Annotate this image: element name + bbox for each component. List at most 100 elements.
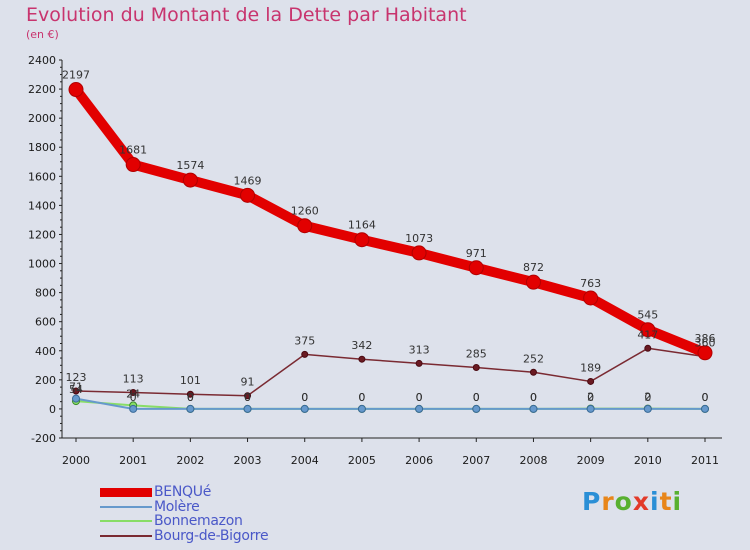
data-label-molere: 0 xyxy=(416,391,423,404)
data-point-bourg-de-bigorre xyxy=(358,355,366,363)
series-line-bonnemazon xyxy=(75,400,706,410)
data-point-benque xyxy=(297,218,313,234)
data-label-molere: 0 xyxy=(530,391,537,404)
y-tick-label: 2200 xyxy=(28,83,56,96)
y-tick-label: 1800 xyxy=(28,141,56,154)
legend-swatch-bourg-de-bigorre xyxy=(100,534,152,537)
data-label-bonnemazon: 0 xyxy=(187,391,194,404)
logo-letter: P xyxy=(582,487,602,516)
data-label-molere: 71 xyxy=(69,381,83,394)
legend-swatch-benque xyxy=(100,488,152,497)
logo-letter: i xyxy=(672,487,683,516)
legend-label-bonnemazon: Bonnemazon xyxy=(154,513,243,529)
data-label-bonnemazon: 2 xyxy=(587,391,594,404)
y-tick-label: 600 xyxy=(35,316,56,329)
data-point-molere xyxy=(243,404,252,413)
y-tick-label: 1400 xyxy=(28,199,56,212)
data-point-bourg-de-bigorre xyxy=(244,392,252,400)
logo-letter: r xyxy=(601,487,615,516)
data-point-bourg-de-bigorre xyxy=(529,368,537,376)
data-point-bourg-de-bigorre xyxy=(587,377,595,385)
data-label-benque: 1574 xyxy=(176,159,204,172)
data-point-bourg-de-bigorre xyxy=(72,387,80,395)
data-label-bourg-de-bigorre: 360 xyxy=(695,337,716,350)
series-line-bourg-de-bigorre xyxy=(75,347,706,397)
logo-letter: i xyxy=(650,487,660,516)
data-point-bourg-de-bigorre xyxy=(644,344,652,352)
y-tick-label: 1200 xyxy=(28,228,56,241)
data-label-bourg-de-bigorre: 123 xyxy=(66,371,87,384)
data-label-molere: 0 xyxy=(187,391,194,404)
x-tick-label: 2001 xyxy=(119,454,147,467)
data-point-molere xyxy=(300,404,309,413)
data-label-bonnemazon: 0 xyxy=(702,391,709,404)
data-point-bourg-de-bigorre xyxy=(415,359,423,367)
data-label-benque: 1260 xyxy=(291,205,319,218)
data-point-molere xyxy=(72,394,80,403)
logo-letter: o xyxy=(614,487,633,516)
data-point-benque xyxy=(640,322,656,338)
data-label-bonnemazon: 0 xyxy=(358,391,365,404)
data-label-bourg-de-bigorre: 91 xyxy=(241,376,255,389)
chart-subtitle: (en €) xyxy=(26,28,59,41)
legend-label-benque: BENQUé xyxy=(154,484,212,500)
x-tick-label: 2009 xyxy=(577,454,605,467)
data-label-benque: 2197 xyxy=(62,69,90,82)
data-point-molere xyxy=(129,404,138,413)
data-label-bourg-de-bigorre: 101 xyxy=(180,374,201,387)
legend-swatch-bonnemazon xyxy=(100,520,152,522)
y-tick-label: 1600 xyxy=(28,170,56,183)
data-point-bourg-de-bigorre xyxy=(129,388,137,396)
x-tick-label: 2006 xyxy=(405,454,433,467)
data-point-molere xyxy=(643,404,652,413)
data-label-molere: 0 xyxy=(587,391,594,404)
data-point-molere xyxy=(357,404,366,413)
data-point-molere xyxy=(472,404,481,413)
y-tick-label: 2400 xyxy=(28,54,56,67)
y-tick-label: 800 xyxy=(35,287,56,300)
data-label-bonnemazon: 0 xyxy=(301,391,308,404)
data-label-bonnemazon: 0 xyxy=(530,391,537,404)
x-tick-label: 2000 xyxy=(62,454,90,467)
data-label-bourg-de-bigorre: 417 xyxy=(637,328,658,341)
data-point-molere xyxy=(701,404,709,413)
legend-label-bourg-de-bigorre: Bourg-de-Bigorre xyxy=(154,527,269,544)
x-tick-label: 2007 xyxy=(462,454,490,467)
data-label-molere: 0 xyxy=(702,391,709,404)
data-label-molere: 0 xyxy=(473,391,480,404)
data-label-bourg-de-bigorre: 113 xyxy=(123,372,144,385)
data-point-molere xyxy=(586,404,595,413)
data-label-benque: 971 xyxy=(466,247,487,260)
data-point-benque xyxy=(354,232,370,248)
data-label-benque: 386 xyxy=(695,332,716,345)
series-line-benque xyxy=(71,84,710,358)
data-label-bonnemazon: 0 xyxy=(416,391,423,404)
y-tick-label: 400 xyxy=(35,345,56,358)
data-label-bourg-de-bigorre: 252 xyxy=(523,352,544,365)
data-point-benque xyxy=(182,172,198,188)
data-point-molere xyxy=(186,404,195,413)
data-point-benque xyxy=(583,290,599,306)
data-label-benque: 1164 xyxy=(348,219,376,232)
data-label-molere: 0 xyxy=(130,391,137,404)
y-tick-label: -200 xyxy=(31,432,56,445)
data-label-bourg-de-bigorre: 313 xyxy=(409,343,430,356)
x-tick-label: 2002 xyxy=(176,454,204,467)
data-point-benque xyxy=(697,345,713,361)
legend-swatch-molere xyxy=(100,505,152,508)
x-tick-label: 2010 xyxy=(634,454,662,467)
data-label-bonnemazon: 2 xyxy=(644,391,651,404)
data-point-benque xyxy=(411,245,427,261)
data-label-benque: 763 xyxy=(580,277,601,290)
chart-title: Evolution du Montant de la Dette par Hab… xyxy=(26,4,467,26)
data-label-bourg-de-bigorre: 285 xyxy=(466,347,487,360)
data-label-bourg-de-bigorre: 342 xyxy=(351,339,372,352)
data-point-bourg-de-bigorre xyxy=(301,350,309,358)
data-label-benque: 1681 xyxy=(119,144,147,157)
data-label-bonnemazon: 0 xyxy=(244,391,251,404)
data-label-molere: 0 xyxy=(244,391,251,404)
x-tick-label: 2005 xyxy=(348,454,376,467)
data-label-bonnemazon: 24 xyxy=(126,387,140,400)
